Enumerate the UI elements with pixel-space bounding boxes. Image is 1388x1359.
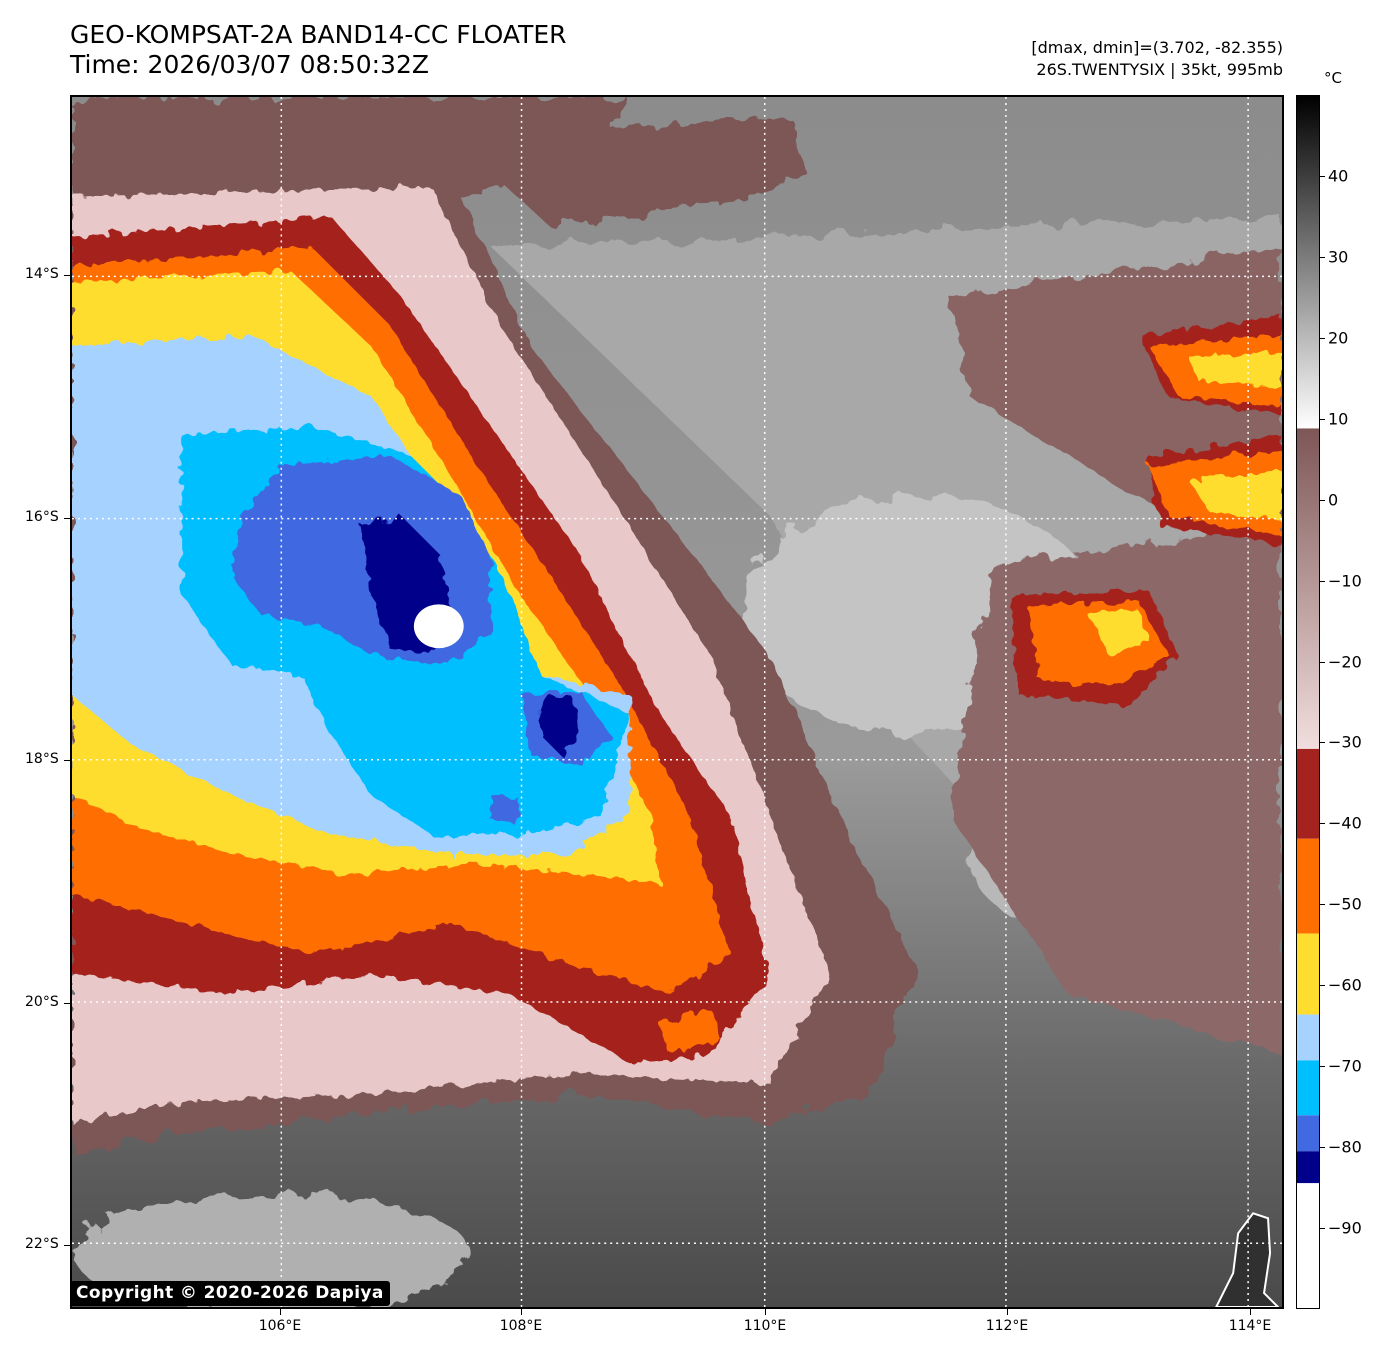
lon-tick [1007,1309,1008,1315]
lon-label-106e: 106°E [258,1318,302,1334]
image-title: GEO-KOMPSAT-2A BAND14-CC FLOATER [70,20,567,49]
lon-label-112e: 112°E [985,1318,1029,1334]
colorbar-tick [1320,823,1325,825]
lat-tick [64,760,70,761]
copyright-badge: Copyright © 2020-2026 Dapiya [70,1281,390,1306]
colorbar-tick-label: −40 [1328,813,1362,833]
eye-white-spot [413,604,464,649]
storm-info: 26S.TWENTYSIX | 35kt, 995mb [1036,60,1283,79]
colorbar-tick-label: −80 [1328,1137,1362,1157]
colorbar-tick [1320,661,1325,663]
colorbar-tick-label: 10 [1328,409,1349,429]
colorbar-tick [1320,175,1325,177]
dmax-dmin-readout: [dmax, dmin]=(3.702, -82.355) [1031,38,1283,57]
lon-tick [1250,1309,1251,1315]
lat-label-22s: 22°S [25,1236,59,1252]
lon-label-110e: 110°E [743,1318,787,1334]
lon-label-114e: 114°E [1228,1318,1272,1334]
colorbar-tick [1320,499,1325,501]
colorbar-tick [1320,904,1325,906]
meta-block: [dmax, dmin]=(3.702, -82.355) 26S.TWENTY… [1031,37,1283,81]
colorbar-tick [1320,1228,1325,1230]
lat-label-16s: 16°S [25,509,59,525]
colorbar-tick [1320,742,1325,744]
colorbar-tick-label: 0 [1328,490,1339,510]
colorbar-unit: °C [1324,69,1342,87]
colorbar [1296,95,1320,1309]
colorbar-tick-label: −70 [1328,1056,1362,1076]
graticule [72,97,1282,1307]
satellite-imagery [72,97,1282,1307]
colorbar-gradient [1297,96,1319,1308]
colorbar-tick [1320,985,1325,987]
lat-tick [64,275,70,276]
lat-tick [64,1003,70,1004]
lon-tick [280,1309,281,1315]
colorbar-tick-label: 30 [1328,247,1349,267]
colorbar-tick [1320,256,1325,258]
title-block: GEO-KOMPSAT-2A BAND14-CC FLOATER Time: 2… [70,20,567,80]
colorbar-tick [1320,1066,1325,1068]
lon-tick [521,1309,522,1315]
lat-label-18s: 18°S [25,751,59,767]
lat-tick [64,518,70,519]
lon-tick [765,1309,766,1315]
colorbar-tick-label: −90 [1328,1218,1362,1238]
lon-label-108e: 108°E [499,1318,543,1334]
coastline [1215,1212,1280,1307]
colorbar-tick-label: −60 [1328,975,1362,995]
colorbar-tick-label: 20 [1328,328,1349,348]
colorbar-tick-label: −20 [1328,652,1362,672]
colorbar-tick [1320,418,1325,420]
colorbar-tick [1320,580,1325,582]
colorbar-tick-label: −10 [1328,571,1362,591]
lat-label-14s: 14°S [25,266,59,282]
image-time: Time: 2026/03/07 08:50:32Z [70,50,429,79]
colorbar-tick [1320,337,1325,339]
lat-tick [64,1245,70,1246]
colorbar-tick-label: −30 [1328,732,1362,752]
colorbar-tick-label: 40 [1328,166,1349,186]
colorbar-tick [1320,1147,1325,1149]
lat-label-20s: 20°S [25,994,59,1010]
colorbar-tick-label: −50 [1328,894,1362,914]
satellite-map [70,95,1284,1309]
